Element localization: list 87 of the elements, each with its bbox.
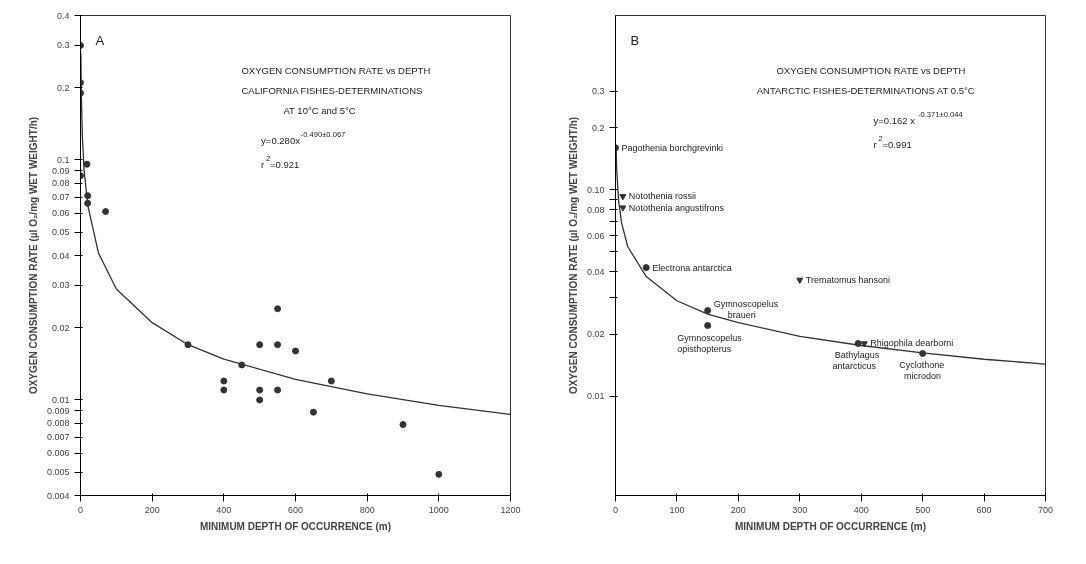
annotation: Trematomus hansoni (805, 274, 890, 285)
point (619, 205, 627, 212)
y-axis-title: OXYGEN CONSUMPTION RATE (µl O₂/mg WET WEIGHT/h) (27, 116, 39, 395)
y-tick-label: 0.004 (46, 490, 70, 501)
y-tick-label: 0.4 (56, 10, 70, 21)
y-tick-label: 0.3 (591, 86, 605, 97)
x-tick-label: 0 (78, 504, 84, 515)
point (84, 199, 92, 207)
point (796, 277, 804, 284)
y-tick-label: 0.10 (586, 184, 605, 195)
point (274, 341, 282, 349)
x-tick-label: 700 (1037, 504, 1054, 515)
point (274, 305, 282, 313)
x-tick-label: 100 (669, 504, 685, 515)
point (274, 386, 282, 394)
x-tick-label: 200 (730, 504, 746, 515)
x-axis-title: MINIMUM DEPTH OF OCCURRENCE (m) (734, 520, 927, 532)
text: CALIFORNIA FISHES-DETERMINATIONS AT 10°C and 5°C (241, 85, 423, 116)
point (704, 322, 712, 330)
point (256, 341, 264, 349)
point (327, 377, 335, 385)
x-tick-label: 300 (792, 504, 808, 515)
annotation: Electrona antarctica (652, 262, 732, 273)
x-tick-label: 1000 (428, 504, 449, 515)
point (435, 470, 443, 478)
x-tick-label: 0 (613, 504, 619, 515)
point (309, 408, 317, 416)
point (256, 396, 264, 404)
annotation: A (95, 33, 105, 48)
y-tick-label: 0.05 (51, 227, 70, 238)
text: OXYGEN CONSUMPTION RATE vs DEPTH (241, 65, 431, 76)
y-tick-label: 0.08 (586, 204, 605, 215)
point (220, 386, 228, 394)
x-tick-label: 600 (976, 504, 992, 515)
y-tick-label: 0.3 (56, 40, 70, 51)
x-axis-title: MINIMUM DEPTH OF OCCURRENCE (m) (199, 520, 392, 532)
text: ANTARCTIC FISHES-DETERMINATIONS AT 0.5°C (756, 85, 975, 96)
point (860, 341, 868, 348)
y-tick-label: 0.03 (51, 280, 70, 291)
annotation: B (630, 33, 640, 48)
y-tick-label: 0.01 (586, 391, 605, 402)
y-tick-label: 0.006 (46, 448, 70, 459)
point (919, 350, 927, 357)
x-tick-label: 400 (216, 504, 232, 515)
x-tick-label: 600 (287, 504, 304, 515)
x-tick-label: 800 (359, 504, 375, 515)
annotation: Pagothenia borchgrevinki (621, 142, 724, 153)
y-tick-label: 0.009 (46, 405, 70, 416)
point (619, 194, 627, 201)
point (292, 347, 299, 355)
x-tick-label: 500 (915, 504, 931, 515)
y-tick-label: 0.02 (586, 329, 605, 340)
y-tick-label: 0.1 (56, 154, 70, 165)
y-tick-label: 0.01 (51, 394, 70, 405)
y-tick-label: 0.07 (51, 192, 70, 203)
y-axis-title: OXYGEN CONSUMPTION RATE (µl O₂/mg WET WEIGHT/h) (567, 116, 579, 395)
y-tick-label: 0.06 (586, 230, 605, 241)
y-tick-label: 0.08 (51, 178, 70, 189)
point (399, 421, 407, 429)
point (83, 160, 91, 168)
y-tick-label: 0.06 (51, 208, 70, 219)
y-tick-label: 0.008 (46, 418, 70, 429)
point (704, 307, 712, 315)
annotation: Gymnoscopelus opisthopterus (677, 332, 743, 354)
y-tick-label: 0.005 (46, 467, 70, 478)
y-tick-label: 0.04 (586, 266, 605, 277)
point (238, 361, 246, 369)
annotation: Notothenia angustifrons (628, 202, 725, 213)
annotation: Gymnoscopelus braueri (713, 298, 779, 320)
annotation: Cyclothone microdon (899, 360, 945, 382)
point (220, 377, 228, 385)
x-tick-label: 1200 (500, 504, 521, 515)
text: OXYGEN CONSUMPTION RATE vs DEPTH (776, 65, 966, 76)
annotation: Notothenia rossii (628, 191, 696, 202)
x-tick-label: 200 (144, 504, 160, 515)
y-tick-label: 0.2 (591, 122, 605, 133)
point (256, 386, 264, 394)
y-tick-label: 0.04 (51, 250, 70, 261)
annotation: Bathylagus antarcticus (832, 350, 880, 372)
point (102, 208, 110, 216)
x-tick-label: 400 (853, 504, 869, 515)
y-tick-label: 0.007 (46, 432, 70, 443)
point (642, 264, 650, 272)
y-tick-label: 0.09 (51, 165, 70, 176)
y-tick-label: 0.2 (56, 82, 70, 93)
y-tick-label: 0.02 (51, 322, 70, 333)
annotation: Rhigophila dearborni (870, 338, 954, 349)
